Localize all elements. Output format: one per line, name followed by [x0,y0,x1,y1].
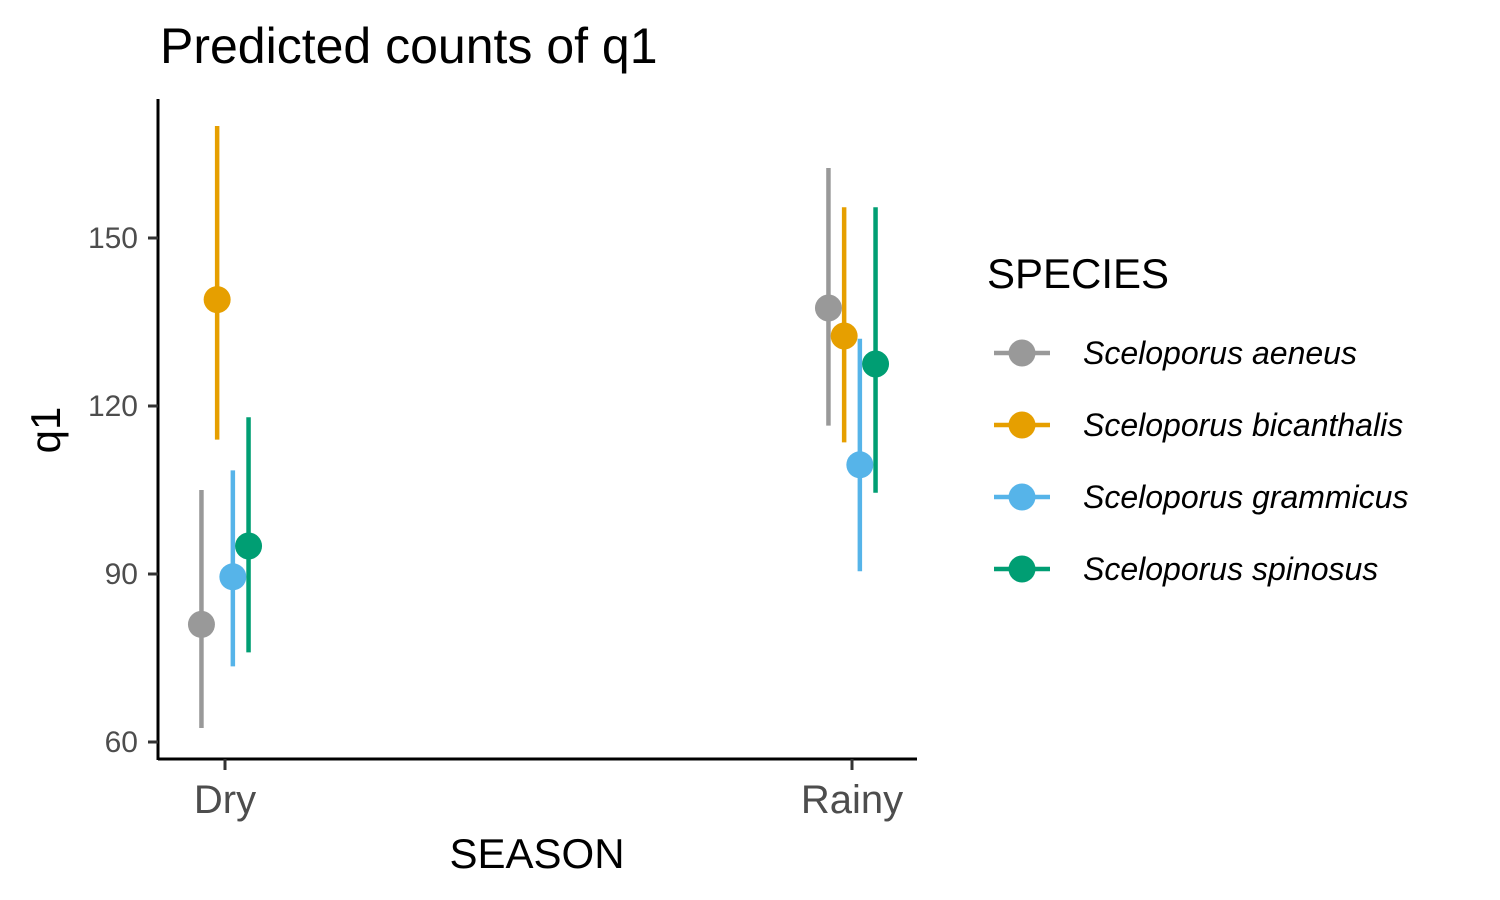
y-axis-ticks: 60 90 120 150 [88,222,158,759]
legend-label: Sceloporus aeneus [1083,335,1357,371]
legend-label: Sceloporus grammicus [1083,479,1408,515]
data-point [187,610,215,638]
y-tick-label: 120 [88,390,138,423]
y-tick-label: 60 [105,726,138,759]
legend-title: SPECIES [987,250,1169,297]
data-point [862,350,890,378]
legend-key-point [1008,483,1036,511]
y-tick-label: 90 [105,558,138,591]
legend-key-point [1008,411,1036,439]
x-axis-title: SEASON [449,830,624,877]
data-point [235,532,263,560]
data-point [203,286,231,314]
plot-area: 60 90 120 150 Dry Rainy [88,99,917,822]
x-axis-ticks: Dry Rainy [194,759,903,822]
data-point [830,322,858,350]
x-tick-label: Rainy [801,778,903,822]
legend-label: Sceloporus spinosus [1083,551,1378,587]
y-axis-title: q1 [22,407,69,454]
legend-items: Sceloporus aeneus Sceloporus bicanthalis S… [994,335,1408,587]
data-point [814,294,842,322]
y-tick-label: 150 [88,222,138,255]
chart-title: Predicted counts of q1 [160,18,658,74]
legend-item: Sceloporus spinosus [994,551,1378,587]
legend-key-point [1008,555,1036,583]
data-point [219,563,247,591]
legend-label: Sceloporus bicanthalis [1083,407,1403,443]
data-point [846,451,874,479]
legend-item: Sceloporus grammicus [994,479,1408,515]
legend-key-point [1008,339,1036,367]
legend-item: Sceloporus aeneus [994,335,1357,371]
legend-item: Sceloporus bicanthalis [994,407,1403,443]
x-tick-label: Dry [194,778,256,822]
legend: SPECIES Sceloporus aeneus Sceloporus bica… [987,250,1408,587]
data-marks [187,126,890,728]
